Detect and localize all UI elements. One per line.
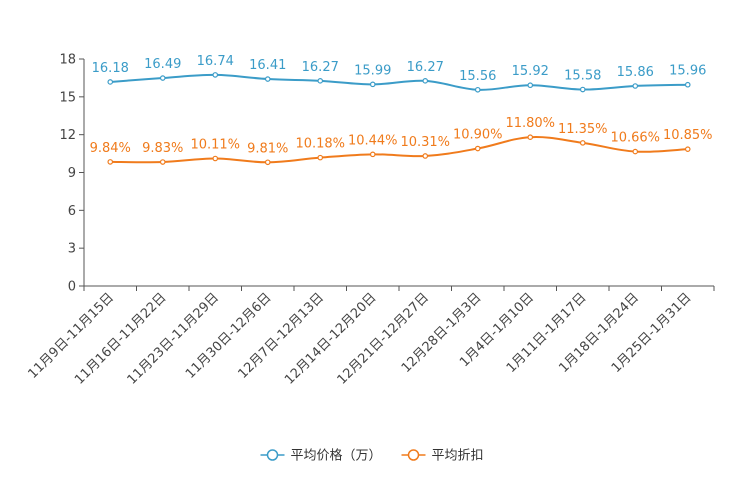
y-tick-label: 3 — [68, 242, 76, 257]
data-label: 10.90% — [453, 128, 503, 143]
series-line-2 — [110, 136, 688, 164]
data-labels: 16.18 16.49 16.74 16.41 16.27 15.99 16.27 15.56… — [90, 54, 713, 156]
legend-label: 平均价格（万） — [291, 448, 382, 464]
x-category-label: 11月23日-11月29日 — [125, 290, 222, 387]
y-tick-label: 12 — [59, 128, 76, 143]
data-point — [212, 72, 219, 78]
data-point — [684, 81, 691, 88]
data-label: 16.27 — [302, 60, 339, 75]
y-tick-label: 6 — [68, 204, 76, 219]
data-point — [422, 78, 429, 84]
data-point — [107, 159, 114, 165]
data-label: 10.85% — [663, 128, 713, 143]
data-point — [159, 75, 166, 81]
data-label: 10.44% — [348, 133, 398, 148]
legend-item-2[interactable]: 平均折扣 — [401, 449, 484, 464]
legend-item-1[interactable]: 平均价格（万） — [260, 448, 382, 464]
data-point — [474, 145, 481, 152]
data-point — [632, 148, 639, 155]
x-category-label: 12月21日-12月27日 — [335, 290, 432, 387]
x-category-label: 12月14日-12月20日 — [282, 290, 379, 387]
series-layer — [107, 72, 691, 166]
data-label: 10.66% — [610, 131, 660, 146]
data-label: 10.31% — [400, 135, 450, 150]
data-label: 16.49 — [144, 57, 181, 72]
data-label: 16.41 — [249, 58, 286, 73]
data-point — [264, 159, 271, 166]
data-point — [422, 153, 429, 159]
data-point — [684, 146, 691, 152]
data-point — [527, 134, 534, 140]
y-tick-label: 0 — [68, 280, 76, 295]
data-label: 9.81% — [247, 141, 288, 156]
data-point — [264, 76, 271, 82]
x-category-label: 11月9日-11月15日 — [25, 290, 117, 382]
data-point — [317, 154, 324, 161]
data-point — [369, 81, 376, 88]
legend-marker-icon — [266, 449, 279, 461]
data-label: 9.83% — [142, 141, 183, 156]
data-label: 15.56 — [459, 69, 496, 84]
data-label: 10.18% — [295, 137, 345, 152]
data-point — [579, 86, 586, 93]
x-category-label: 11月16日-11月22日 — [72, 290, 169, 387]
data-label: 16.27 — [407, 60, 444, 75]
data-label: 15.96 — [669, 64, 706, 79]
data-label: 16.74 — [197, 54, 234, 69]
legend[interactable]: 平均价格（万） 平均折扣 — [260, 448, 484, 464]
series-line-1 — [110, 73, 688, 91]
legend-marker-icon — [407, 449, 420, 461]
data-label: 15.92 — [512, 64, 549, 79]
data-point — [212, 155, 219, 162]
legend-label: 平均折扣 — [432, 449, 484, 464]
data-point — [369, 151, 376, 158]
data-point — [107, 79, 114, 85]
data-label: 15.58 — [564, 69, 601, 84]
data-point — [474, 86, 481, 93]
y-tick-label: 18 — [59, 53, 76, 68]
data-label: 16.18 — [92, 61, 129, 76]
data-label: 9.84% — [90, 141, 131, 156]
data-label: 15.99 — [354, 63, 391, 78]
y-tick-label: 15 — [59, 90, 76, 105]
data-point — [317, 78, 324, 84]
data-point — [579, 140, 586, 146]
data-point — [159, 159, 166, 165]
y-tick-label: 9 — [68, 166, 76, 181]
data-label: 11.80% — [505, 116, 555, 131]
data-point — [527, 82, 534, 89]
data-label: 11.35% — [558, 122, 608, 137]
data-point — [632, 83, 639, 89]
data-label: 15.86 — [617, 65, 654, 80]
data-label: 10.11% — [190, 138, 240, 153]
axes: 0 3 6 9 12 15 18 11月9日-11月15日11月16日-11月22日11月23… — [25, 53, 715, 388]
